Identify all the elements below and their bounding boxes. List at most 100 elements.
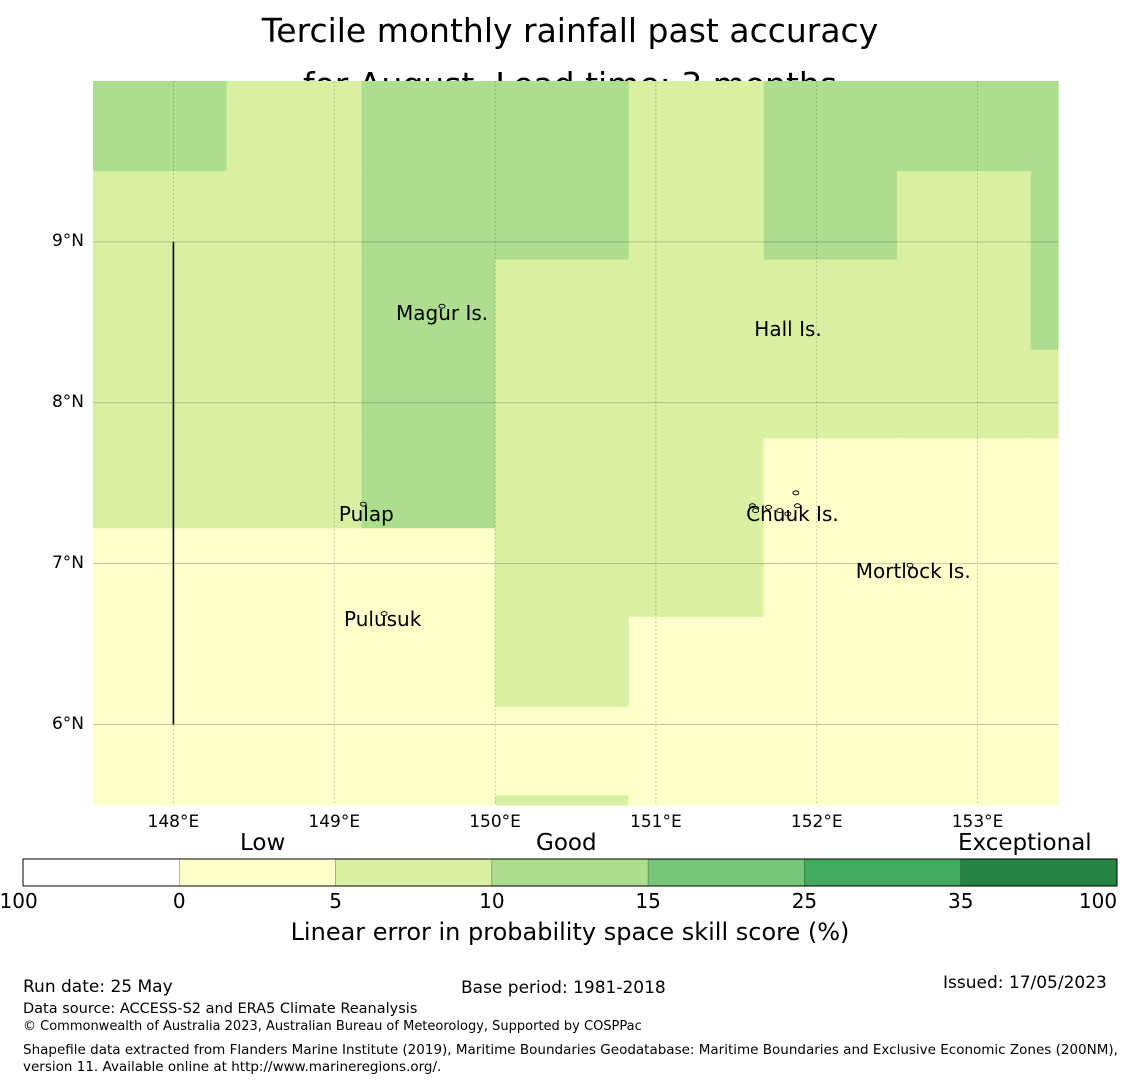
grid-cell (897, 349, 1032, 439)
run-date: Run date: 25 May (23, 977, 173, 997)
base-period: Base period: 1981-2018 (461, 978, 666, 998)
grid-cell (1030, 171, 1059, 261)
place-label: Mortlock Is. (855, 558, 971, 583)
grid-cell (93, 259, 228, 351)
grid-cell (495, 616, 630, 708)
colorbar-tick-label: 5 (329, 889, 342, 913)
grid-cell (495, 528, 630, 618)
grid-cell (226, 259, 363, 351)
category-good: Good (536, 830, 597, 856)
grid-cell (897, 438, 1032, 529)
colorbar-bin (335, 858, 493, 887)
grid-cell (628, 438, 765, 529)
grid-cell (763, 349, 898, 439)
latitude-tick-label: 7°N (51, 552, 84, 573)
grid-cell (361, 259, 496, 351)
grid-cell (226, 171, 363, 261)
grid-cell (361, 81, 496, 172)
grid-cell (628, 259, 765, 351)
shapefile-credit: Shapefile data extracted from Flanders M… (23, 1042, 1118, 1075)
colorbar-bin (647, 858, 805, 887)
longitude-tick-label: 151°E (630, 812, 682, 832)
grid-cell (628, 81, 765, 172)
grid-cell (93, 438, 228, 529)
latitude-tick-label: 6°N (51, 713, 84, 734)
grid-cell (93, 706, 228, 796)
grid-cell (361, 349, 496, 439)
grid-cell (897, 171, 1032, 261)
colorbar-tick-label: 25 (791, 889, 818, 913)
grid-cell (93, 81, 228, 172)
island-outline (752, 508, 760, 514)
grid-cell (628, 528, 765, 618)
colorbar-tick-label: -100 (0, 889, 38, 913)
colorbar-tick-label: 100 (1078, 889, 1118, 913)
data-source: Data source: ACCESS-S2 and ERA5 Climate … (23, 1001, 418, 1017)
category-low: Low (240, 830, 286, 856)
colorbar-frame (22, 858, 1118, 887)
grid-cell (897, 706, 1032, 796)
grid-cell (628, 349, 765, 439)
grid-cell (1030, 438, 1059, 529)
grid-cell (763, 171, 898, 261)
island-outline (438, 303, 446, 309)
grid-cell (1030, 528, 1059, 618)
latitude-tick-label: 8°N (51, 391, 84, 412)
grid-cell (763, 528, 898, 618)
colorbar-tick-label: 10 (479, 889, 505, 913)
grid-cell (226, 438, 363, 529)
island-outline (765, 504, 772, 510)
colorbar-bin (960, 858, 1118, 887)
grid-cell (628, 616, 765, 708)
grid-cell (226, 616, 363, 708)
colorbar (22, 858, 1118, 887)
colorbar-bin (22, 858, 180, 887)
grid-cell (93, 528, 228, 618)
grid-cell (495, 81, 630, 172)
colorbar-bin (804, 858, 962, 887)
grid-cell (897, 616, 1032, 708)
place-label: Pulap (338, 502, 394, 527)
colorbar-tick-label: 35 (947, 889, 974, 913)
colorbar-bin (178, 858, 336, 887)
grid-cell (93, 349, 228, 439)
island-outline (380, 611, 388, 616)
island-outline (748, 503, 756, 509)
island-outlines (359, 303, 914, 616)
place-label: Magur Is. (396, 301, 489, 326)
grid-cell (1030, 616, 1059, 708)
island-outline (776, 508, 784, 514)
issued-date: Issued: 17/05/2023 (943, 973, 1107, 993)
grid-cell (495, 438, 630, 529)
grid-cell (226, 706, 363, 796)
grid-cell (1030, 259, 1059, 351)
colorbar-bin (491, 858, 649, 887)
grid-cell (628, 171, 765, 261)
colorbar-tick-label: 0 (172, 889, 186, 913)
place-label: Chuuk Is. (746, 502, 839, 527)
skill-grid-cells (93, 81, 1059, 806)
island-outline (794, 503, 801, 509)
grid-cell (93, 616, 228, 708)
grid-cell (763, 81, 898, 172)
grid-cell (897, 81, 1032, 172)
longitude-tick-label: 153°E (951, 812, 1004, 832)
longitude-tick-label: 148°E (147, 812, 200, 832)
grid-cell (226, 349, 363, 439)
longitude-tick-label: 152°E (790, 812, 843, 832)
grid-cell (897, 528, 1032, 618)
grid-cell (1030, 81, 1059, 172)
longitude-tick-label: 150°E (469, 812, 521, 832)
grid-cell (361, 438, 496, 529)
grid-cell (361, 528, 496, 618)
grid-cell (1030, 706, 1059, 796)
colorbar-tick-label: 15 (635, 889, 661, 913)
colorbar-label: Linear error in probability space skill … (290, 918, 850, 946)
grid-cell (361, 171, 496, 261)
latitude-tick-label: 9°N (51, 230, 84, 251)
grid-cell (93, 795, 496, 806)
grid-cell (361, 616, 496, 708)
grid-cell (495, 795, 630, 806)
grid-cell (495, 171, 630, 261)
